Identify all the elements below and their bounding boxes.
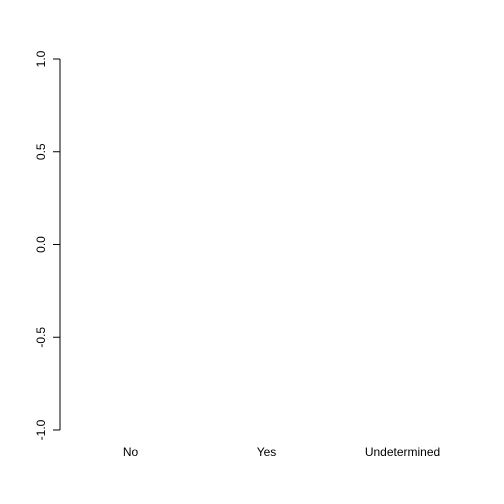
y-tick-label: 0.0 xyxy=(34,236,48,253)
x-axis-labels: No Yes Undetermined xyxy=(123,445,440,459)
y-axis: -1.0 -0.5 0.0 0.5 1.0 xyxy=(34,50,61,440)
y-tick-label: -1.0 xyxy=(34,419,48,440)
x-category-label: Undetermined xyxy=(365,445,440,459)
y-tick-label: 0.5 xyxy=(34,143,48,160)
x-category-label: No xyxy=(123,445,139,459)
y-tick-label: -0.5 xyxy=(34,327,48,348)
y-tick-label: 1.0 xyxy=(34,50,48,67)
x-category-label: Yes xyxy=(257,445,277,459)
